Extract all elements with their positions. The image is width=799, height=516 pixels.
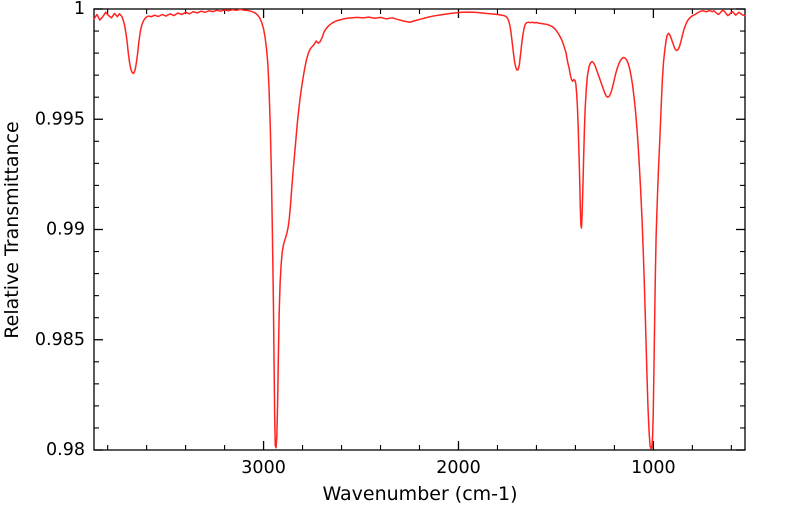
y-tick-label: 0.995 — [35, 109, 85, 129]
x-tick-label: 1000 — [631, 458, 676, 478]
y-tick-label: 0.98 — [46, 440, 85, 460]
axis-ticks — [94, 8, 745, 451]
spectrum-line — [93, 8, 746, 450]
x-axis-title: Wavenumber (cm-1) — [322, 483, 517, 505]
y-tick-label: 0.985 — [35, 330, 85, 350]
axis-tick-labels: 3000 2000 1000 0.98 0.985 0.99 0.995 1 — [35, 0, 676, 478]
x-tick-label: 2000 — [436, 458, 481, 478]
y-axis-title: Relative Transmittance — [1, 121, 23, 338]
y-tick-label: 0.99 — [46, 220, 85, 240]
y-tick-label: 1 — [74, 0, 85, 19]
x-tick-label: 3000 — [241, 458, 286, 478]
